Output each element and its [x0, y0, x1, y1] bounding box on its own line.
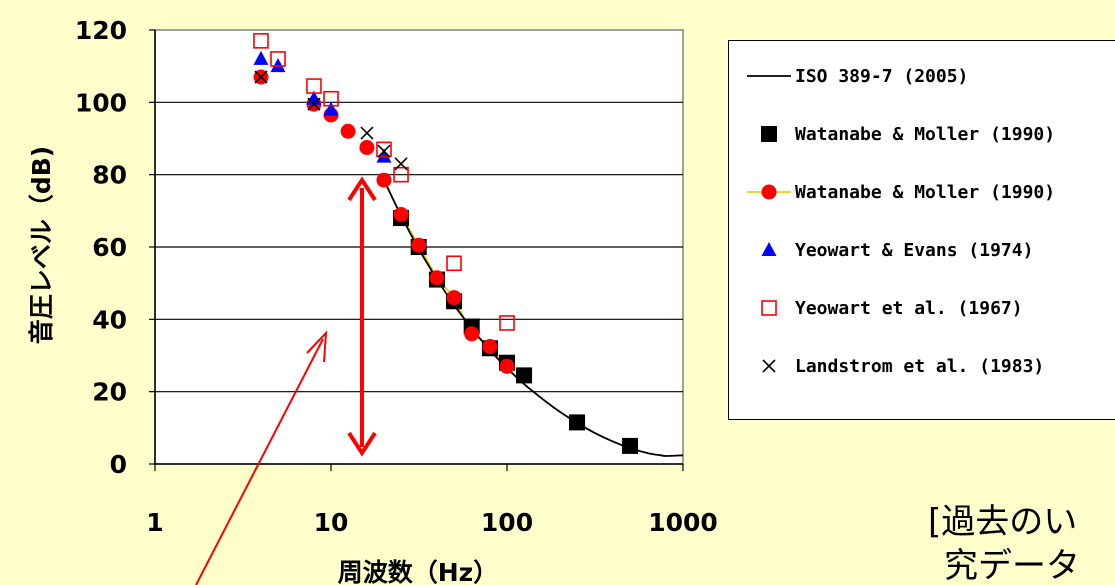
legend-item: ISO 389-7 (2005) — [737, 56, 968, 96]
legend-marker — [747, 184, 791, 200]
y-tick-label: 100 — [75, 88, 127, 117]
data-point — [482, 338, 498, 354]
data-point — [761, 300, 777, 316]
data-point — [360, 126, 374, 140]
data-point — [323, 101, 339, 116]
data-point — [253, 50, 269, 65]
note-line: [過去のい — [928, 502, 1078, 542]
y-tick-label: 120 — [75, 16, 127, 45]
data-point — [359, 140, 375, 156]
x-tick-label: 1000 — [648, 508, 718, 537]
data-point — [516, 367, 533, 384]
y-tick-label: 40 — [92, 305, 127, 334]
legend-item: Landstrom et al. (1983) — [737, 346, 1044, 386]
legend-item: Watanabe & Moller (1990) — [737, 172, 1055, 212]
double-arrow-head-up — [347, 176, 377, 202]
x-tick-label: 1 — [146, 508, 163, 537]
y-tick-label: 60 — [92, 233, 127, 262]
data-point — [429, 270, 445, 286]
data-point — [761, 242, 777, 256]
legend-marker — [761, 126, 777, 142]
x-tick-label: 10 — [314, 508, 349, 537]
y-tick-label: 80 — [92, 161, 127, 190]
legend-marker — [761, 300, 777, 316]
double-arrow-head-down — [347, 431, 377, 457]
data-point — [762, 359, 776, 373]
data-point — [761, 184, 777, 200]
data-point — [306, 78, 322, 94]
y-tick-label: 0 — [110, 450, 127, 479]
legend-marker — [762, 359, 776, 373]
legend-item: Watanabe & Moller (1990) — [737, 114, 1055, 154]
data-point — [411, 237, 427, 253]
legend-label: Yeowart et al. (1967) — [795, 297, 1023, 319]
y-axis-label: 音圧レベル（dB) — [27, 146, 56, 344]
legend-item: Yeowart et al. (1967) — [737, 288, 1023, 328]
x-axis-label: 周波数（Hz） — [338, 558, 498, 585]
data-point — [499, 358, 515, 374]
data-point — [394, 157, 408, 171]
data-point — [393, 206, 409, 222]
legend-label: Landstrom et al. (1983) — [795, 355, 1045, 377]
data-point — [569, 414, 586, 431]
legend-item: Yeowart & Evans (1974) — [737, 230, 1033, 270]
y-tick-label: 20 — [92, 378, 127, 407]
pointer-arrow-head — [306, 330, 328, 363]
data-point — [446, 255, 462, 272]
data-point — [376, 172, 392, 188]
data-point — [254, 70, 268, 84]
legend: ISO 389-7 (2005) Watanabe & Moller (1990)… — [728, 40, 1115, 420]
data-point — [464, 326, 480, 342]
legend-marker — [747, 75, 791, 77]
note-text: [過去のい究データ — [928, 500, 1115, 585]
legend-label: Yeowart & Evans (1974) — [795, 239, 1034, 261]
data-point — [323, 90, 339, 107]
note-line: 究データ — [944, 546, 1080, 585]
legend-label: Watanabe & Moller (1990) — [795, 123, 1056, 145]
data-point — [376, 141, 392, 158]
data-point — [377, 144, 391, 158]
data-point — [761, 126, 777, 142]
data-point — [253, 33, 269, 49]
series-points — [253, 33, 515, 331]
series-points — [254, 70, 408, 171]
data-point — [340, 123, 356, 139]
data-point — [270, 51, 286, 67]
data-point — [499, 315, 515, 331]
legend-label: ISO 389-7 (2005) — [795, 65, 969, 87]
data-point — [446, 290, 462, 306]
legend-label: Watanabe & Moller (1990) — [795, 181, 1056, 203]
data-point — [393, 166, 409, 183]
legend-marker — [761, 242, 777, 256]
pointer-arrow-line — [195, 338, 324, 585]
x-tick-label: 100 — [481, 508, 533, 537]
data-point — [622, 437, 639, 454]
data-point — [307, 97, 321, 111]
